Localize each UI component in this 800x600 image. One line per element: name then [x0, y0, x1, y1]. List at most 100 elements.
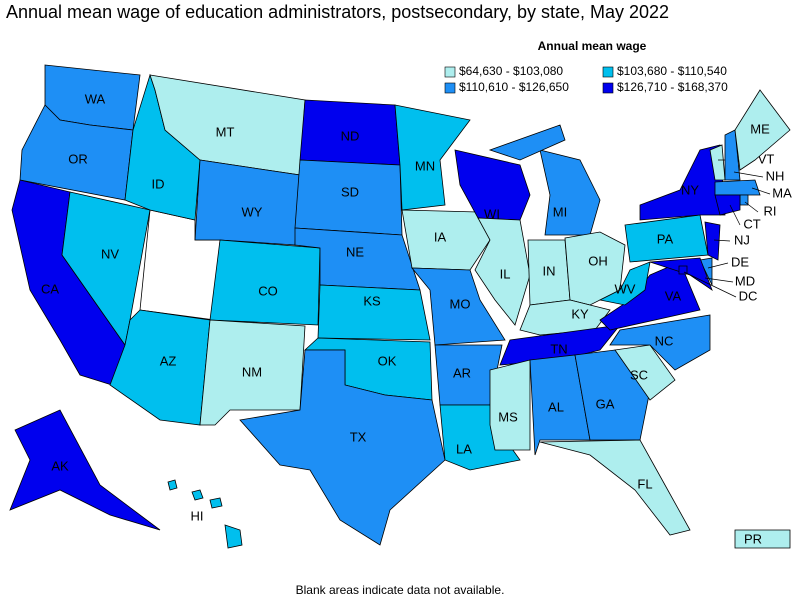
legend-title: Annual mean wage: [538, 39, 647, 53]
state-label: AZ: [160, 353, 177, 368]
state: [529, 354, 591, 456]
state: [649, 257, 713, 292]
leader-line: [733, 171, 764, 178]
state-label: OK: [378, 353, 397, 368]
state-label: MD: [735, 273, 755, 288]
state: [474, 217, 531, 326]
state: [401, 209, 491, 271]
state: [609, 314, 711, 371]
state: [704, 221, 721, 261]
state: [191, 489, 204, 501]
state: [411, 267, 506, 346]
state: [209, 239, 321, 326]
state-label: MN: [415, 158, 435, 173]
state: [489, 359, 531, 451]
legend-swatch: [602, 66, 614, 78]
state: [714, 194, 741, 216]
leader-line: [683, 271, 737, 298]
state-label: KY: [571, 306, 589, 321]
state: [539, 149, 601, 236]
state: [614, 344, 676, 401]
state-label: MS: [498, 409, 518, 424]
state-label: PA: [657, 231, 674, 246]
leader-line: [751, 187, 771, 195]
state: [199, 319, 306, 426]
leader-line: [713, 239, 731, 242]
leader-line: [729, 204, 741, 226]
state-label: KS: [363, 293, 381, 308]
state-label: WY: [242, 204, 263, 219]
map-title: Annual mean wage of education administra…: [6, 2, 669, 22]
leader-line: [744, 201, 759, 213]
state-label: ME: [750, 121, 770, 136]
state-label: NM: [242, 364, 262, 379]
state-label: CA: [41, 281, 59, 296]
state-label: DC: [739, 288, 758, 303]
state-label: ID: [152, 176, 165, 191]
footnote: Blank areas indicate data not available.: [296, 583, 505, 597]
state-label: NJ: [734, 232, 750, 247]
state-label: TN: [550, 341, 567, 356]
legend-label: $126,710 - $168,370: [617, 80, 728, 94]
state-label: ND: [341, 128, 360, 143]
legend-label: $110,610 - $126,650: [459, 80, 569, 94]
legend-swatch: [602, 82, 614, 94]
state-label: WA: [85, 91, 106, 106]
state-label: GA: [596, 396, 615, 411]
state-label: FL: [637, 476, 652, 491]
state: [239, 349, 446, 546]
state-label: NY: [681, 182, 699, 197]
state: [394, 104, 471, 211]
legend-swatch: [444, 82, 456, 94]
state-label: NC: [655, 333, 674, 348]
state: [488, 124, 566, 161]
state-label: CT: [743, 216, 760, 231]
legend-label: $64,630 - $103,080: [459, 64, 563, 78]
state-label: VA: [665, 288, 682, 303]
state: [167, 479, 178, 491]
state-label: AR: [453, 365, 471, 380]
state-label: HI: [191, 508, 204, 523]
state: [194, 159, 301, 246]
state-label: RI: [764, 203, 777, 218]
state-label: WI: [484, 206, 500, 221]
state-label: AL: [548, 399, 564, 414]
state-label: LA: [456, 441, 472, 456]
state-label: CO: [258, 283, 278, 298]
state-label: SC: [630, 367, 648, 382]
state-label: PR: [744, 531, 762, 546]
state-label: DE: [731, 254, 749, 269]
state-label: WV: [615, 281, 636, 296]
state-label: NH: [766, 168, 785, 183]
state: [224, 524, 243, 549]
state-label: OH: [588, 253, 608, 268]
state-label: OR: [68, 151, 88, 166]
state: [519, 299, 611, 336]
leader-line: [707, 262, 729, 269]
state: [317, 284, 431, 341]
state: [539, 439, 691, 536]
state: [734, 529, 791, 549]
state-label: MA: [772, 185, 792, 200]
state-label: MI: [553, 204, 567, 219]
state-label: IL: [500, 266, 511, 281]
state-label: TX: [350, 429, 367, 444]
state-label: MT: [216, 124, 235, 139]
state-label: MO: [450, 296, 471, 311]
state: [734, 89, 791, 171]
state-label: VT: [758, 151, 775, 166]
legend-swatch: [444, 66, 456, 78]
state-label: NV: [101, 246, 119, 261]
state: [209, 497, 223, 509]
state: [714, 179, 761, 196]
state-label: AK: [51, 458, 69, 473]
legend-label: $103,680 - $110,540: [617, 64, 727, 78]
state-label: NE: [346, 244, 364, 259]
state: [678, 265, 688, 275]
state-label: SD: [341, 184, 359, 199]
state-label: IN: [543, 263, 556, 278]
state-label: IA: [434, 229, 447, 244]
leader-line: [704, 277, 734, 283]
state: [9, 409, 161, 531]
